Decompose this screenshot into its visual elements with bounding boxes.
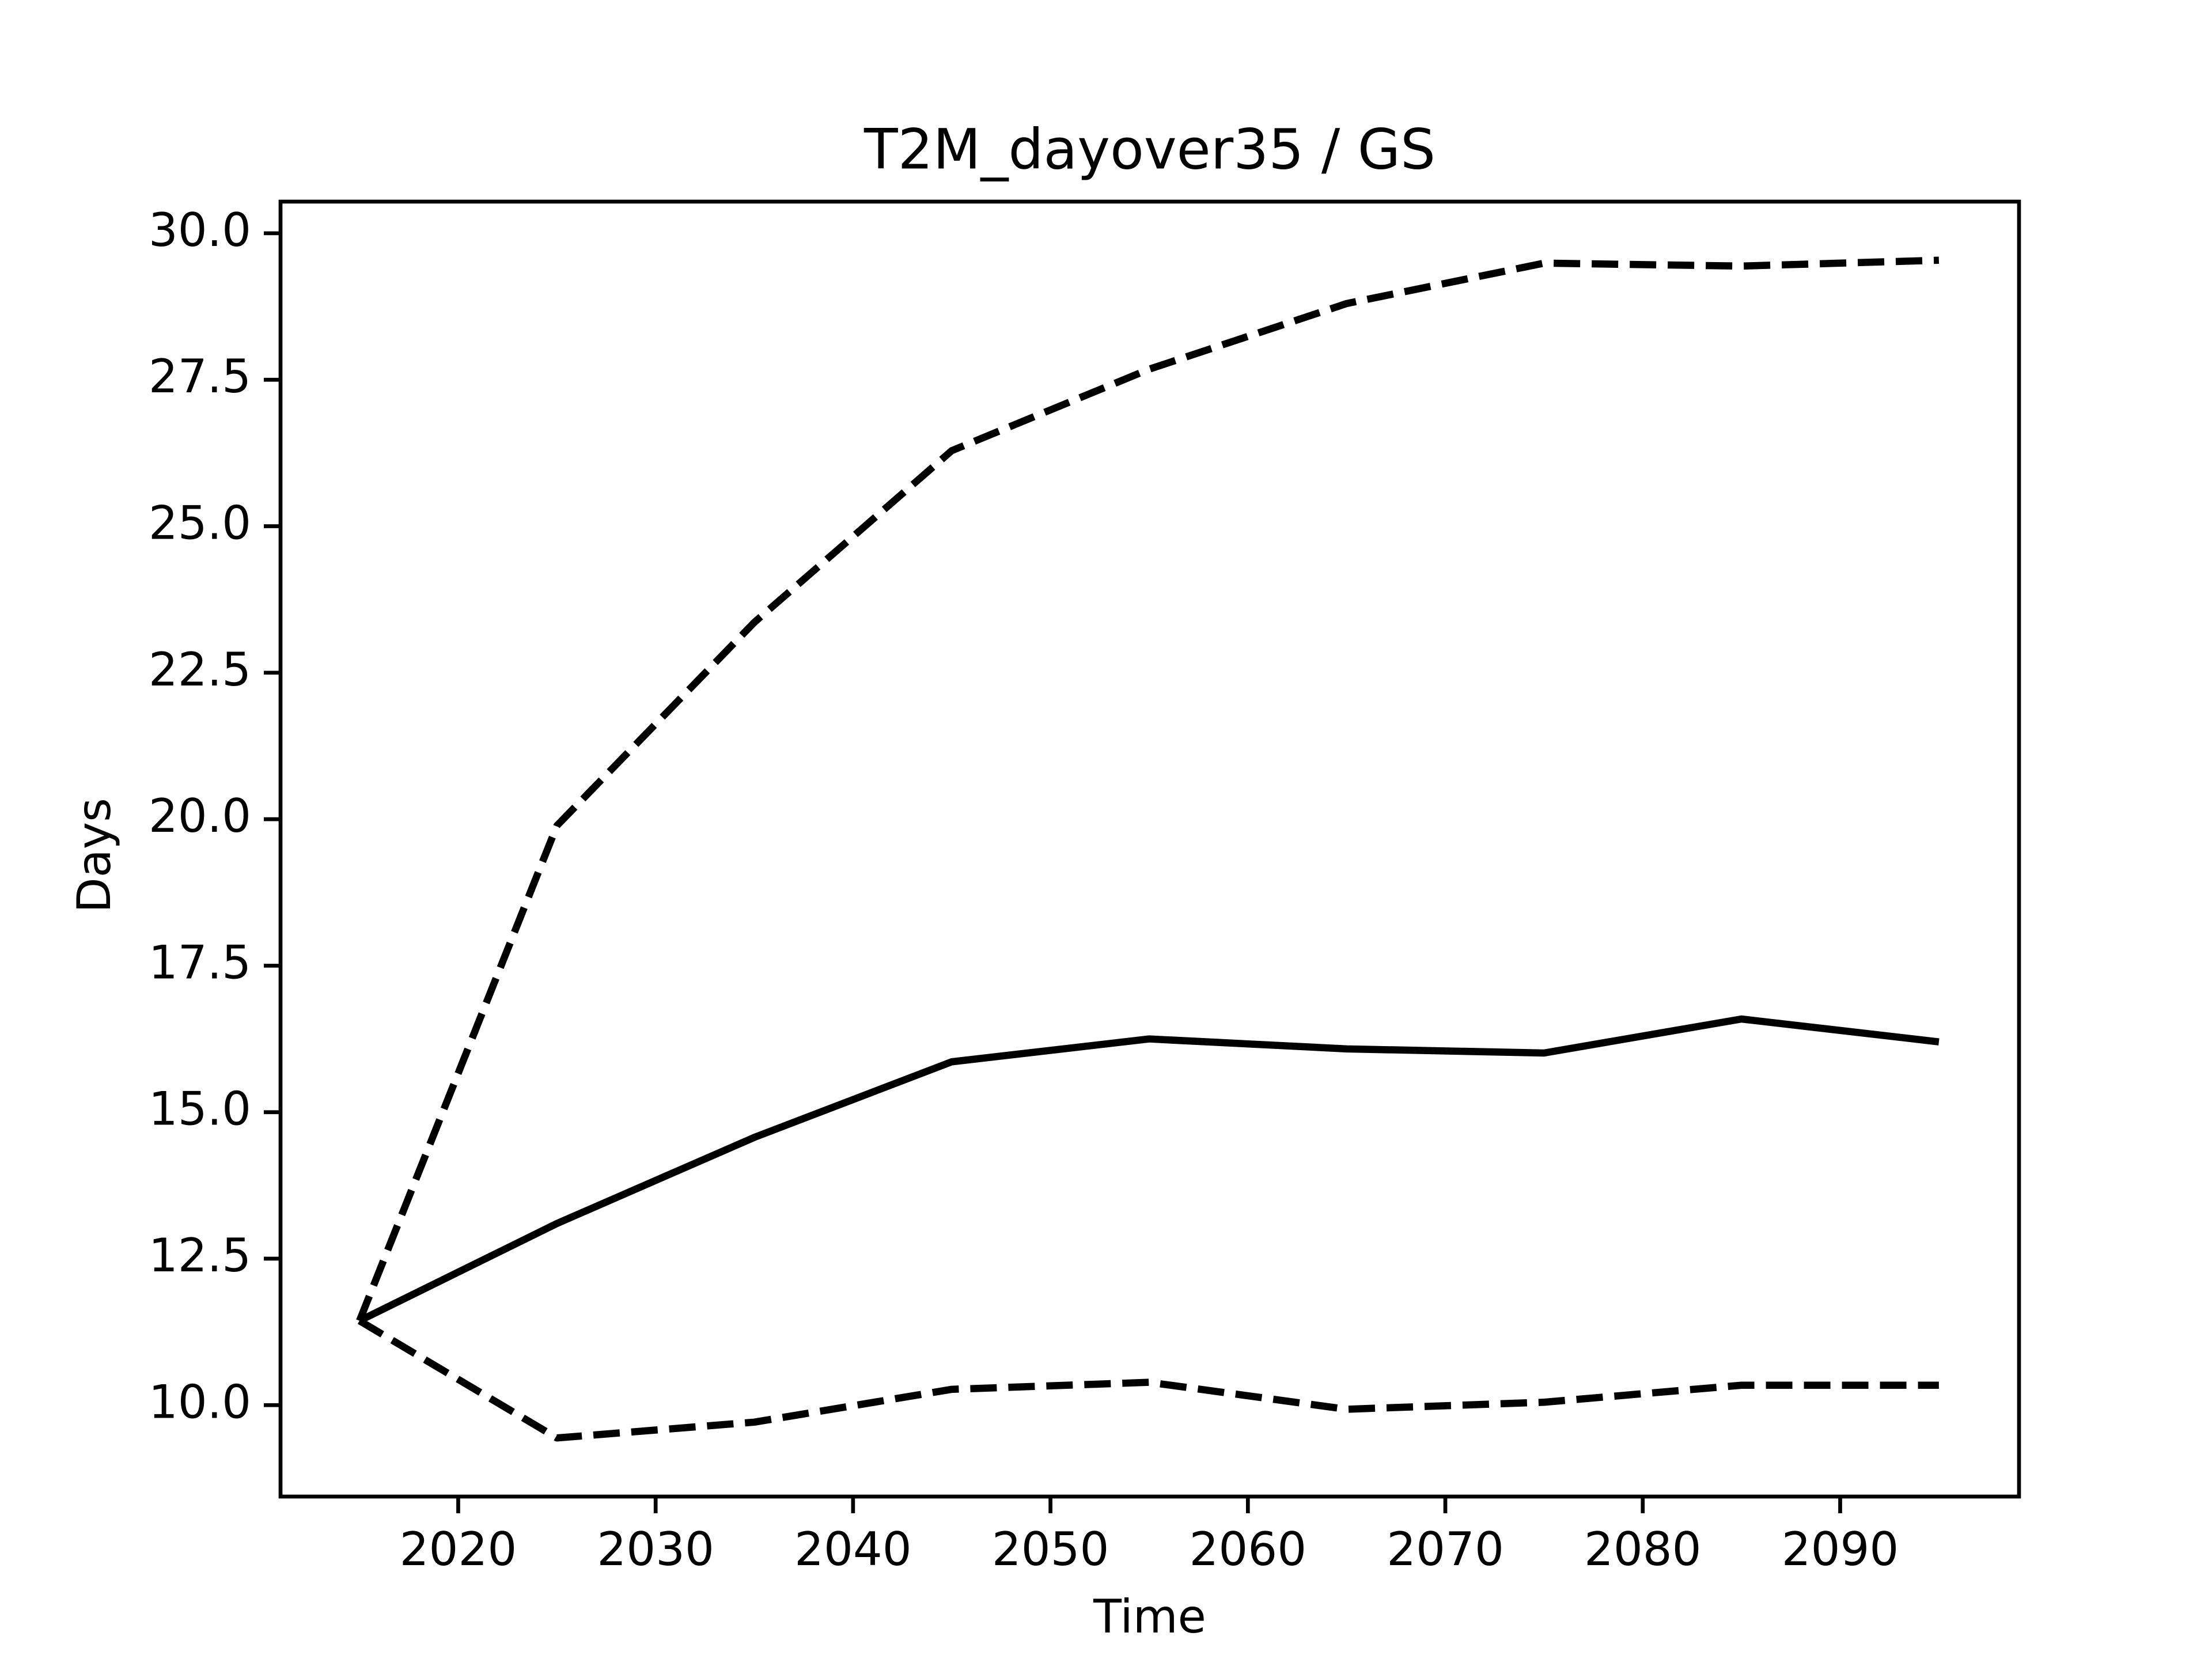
plot-frame: [278, 199, 2021, 1499]
x-tick-label: 2050: [992, 1522, 1109, 1576]
y-tick-label: 17.5: [149, 935, 251, 989]
x-tick-label: 2040: [794, 1522, 912, 1576]
data-line: [358, 1015, 1940, 1324]
y-tick-label: 10.0: [149, 1375, 251, 1429]
x-tick-label: 2020: [400, 1522, 517, 1576]
data-line: [357, 1317, 1939, 1442]
y-tick-label: 20.0: [149, 789, 251, 843]
chart-title: T2M_dayover35 / GS: [863, 117, 1435, 181]
x-tick-label: 2090: [1782, 1522, 1899, 1576]
y-tick-label: 27.5: [149, 350, 251, 403]
y-tick-label: 25.0: [149, 496, 251, 550]
x-tick-label: 2070: [1387, 1522, 1504, 1576]
y-tick-label: 30.0: [149, 203, 251, 257]
y-axis-label: Days: [67, 798, 121, 913]
x-tick-label: 2080: [1584, 1522, 1702, 1576]
y-tick-label: 15.0: [149, 1082, 251, 1136]
data-line: [356, 256, 1940, 1323]
x-tick-label: 2030: [597, 1522, 714, 1576]
y-tick-label: 12.5: [149, 1229, 251, 1282]
x-tick-label: 2060: [1190, 1522, 1307, 1576]
x-axis-label: Time: [1093, 1590, 1206, 1643]
y-tick-label: 22.5: [149, 643, 251, 696]
